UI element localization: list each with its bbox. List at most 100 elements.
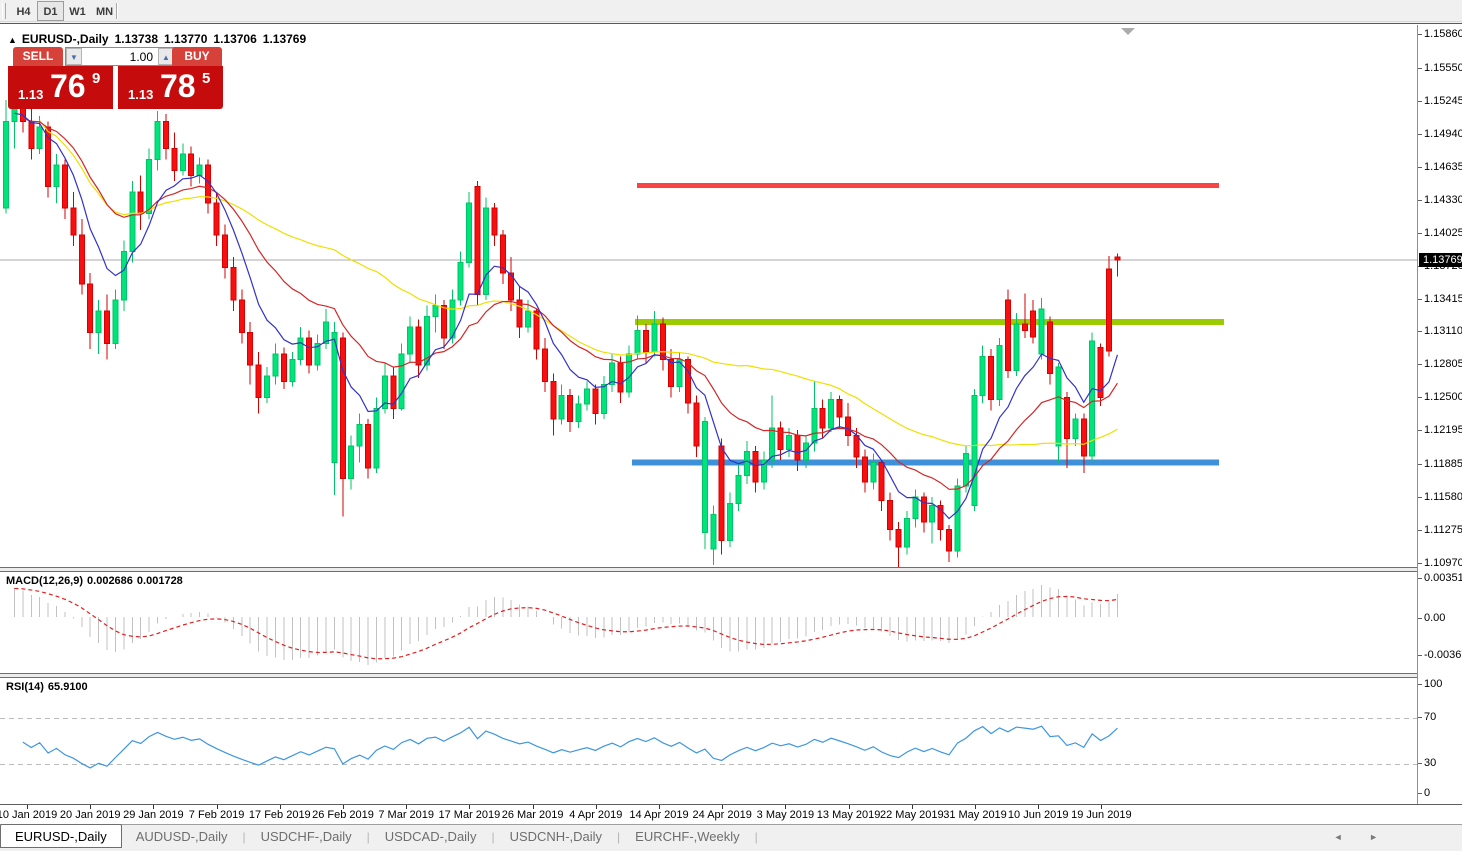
price-scale: 1.15860 1.15550 1.15245 1.14940 1.14635 1.143…	[1417, 25, 1462, 804]
macd-signal-value: 0.001728	[136, 575, 183, 587]
scale-tick	[1418, 397, 1422, 399]
date-label: 7 Mar 2019	[378, 809, 435, 821]
candlestick-chart	[0, 62, 1417, 567]
scale-tick	[1418, 133, 1422, 135]
date-label: 17 Mar 2019	[438, 809, 501, 821]
date-label: 17 Feb 2019	[248, 809, 311, 821]
scale-tick	[1418, 331, 1422, 333]
date-tick	[532, 805, 534, 809]
date-tick	[90, 805, 92, 809]
date-label: 20 Jan 2019	[59, 809, 121, 821]
scale-tick	[1418, 298, 1422, 300]
price-scale-label: 1.13415	[1424, 292, 1462, 305]
buy-price-tile[interactable]: 1.13 78 5	[118, 66, 223, 109]
date-tick	[1038, 805, 1040, 809]
timeframe-button-h4[interactable]: H4	[16, 6, 31, 18]
macd-scale-label: 0.003518	[1424, 572, 1462, 584]
date-label: 22 May 2019	[879, 809, 944, 821]
scale-tick	[1418, 684, 1422, 685]
price-scale-label: 1.11885	[1424, 458, 1462, 470]
date-label: 24 Apr 2019	[692, 809, 752, 821]
date-tick	[27, 805, 28, 809]
tab-usdcnh-daily[interactable]: USDCNH-,Daily	[509, 829, 603, 844]
date-tick	[343, 805, 344, 809]
rsi-scale-label: 100	[1424, 678, 1443, 690]
scale-tick	[1418, 100, 1422, 102]
price-scale-label: 1.12195	[1424, 424, 1462, 437]
price-scale-label: 1.11580	[1424, 491, 1462, 503]
buy-button[interactable]: BUY	[172, 47, 222, 66]
scale-tick	[1418, 530, 1422, 531]
chart-shift-marker-icon[interactable]	[1121, 28, 1135, 35]
price-scale-label: 1.12500	[1424, 391, 1462, 404]
tab-eurchf-weekly[interactable]: EURCHF-,Weekly	[635, 829, 740, 844]
tab-scroll-arrows[interactable]: ◄ ►	[1333, 832, 1390, 842]
scale-tick	[1418, 763, 1422, 764]
rsi-scale-label: 70	[1424, 711, 1437, 723]
rsi-scale-label: 0	[1424, 787, 1431, 799]
tab-separator: |	[617, 830, 621, 844]
toolbar-drag-handle[interactable]	[2, 3, 6, 19]
scale-tick	[1418, 563, 1422, 564]
sell-price-big: 76	[50, 68, 86, 104]
resistance-line-red[interactable]	[637, 182, 1219, 188]
scale-tick	[1418, 67, 1422, 69]
chart-window: ▲ EURUSD-,Daily 1.13738 1.13770 1.13706 1.137…	[0, 23, 1462, 851]
sell-price-tile[interactable]: 1.13 76 9	[8, 66, 113, 109]
volume-decrease-button[interactable]: ▼	[66, 48, 82, 65]
current-price-tag: 1.13769	[1419, 253, 1462, 268]
ma-fast-line	[14, 112, 1119, 520]
tab-eurusd-daily[interactable]: EURUSD-,Daily	[0, 824, 122, 848]
panel-divider[interactable]	[0, 567, 1462, 572]
price-scale-label: 1.14330	[1424, 193, 1462, 206]
timeframe-button-d1[interactable]: D1	[37, 1, 64, 21]
date-label: 10 Jan 2019	[0, 809, 58, 821]
date-tick	[153, 805, 155, 809]
price-scale-label: 1.14025	[1424, 226, 1462, 239]
timeframe-button-w1[interactable]: W1	[69, 6, 86, 18]
panel-divider[interactable]	[0, 673, 1462, 678]
macd-scale-label: -0.00367	[1424, 649, 1462, 661]
sell-price-pip: 9	[92, 70, 101, 87]
price-scale-label: 1.14635	[1424, 160, 1462, 173]
date-tick	[785, 805, 787, 809]
volume-stepper: ▼ ▲	[65, 47, 175, 66]
resistance-line-olive[interactable]	[635, 318, 1224, 325]
sell-button[interactable]: SELL	[13, 47, 63, 66]
price-scale-label: 1.12805	[1424, 358, 1462, 371]
symbol-tab-bar: EURUSD-,Daily AUDUSD-,Daily | USDCHF-,Daily…	[0, 824, 1462, 851]
buy-price-pip: 5	[202, 70, 211, 87]
date-label: 26 Feb 2019	[312, 809, 374, 821]
scale-tick	[1418, 430, 1422, 432]
scale-tick	[1418, 793, 1422, 794]
tab-usdchf-daily[interactable]: USDCHF-,Daily	[260, 829, 352, 844]
support-line-blue[interactable]	[632, 459, 1219, 466]
macd-label: MACD(12,26,9) 0.002686 0.001728	[6, 575, 183, 587]
date-label: 10 Jun 2019	[1007, 809, 1069, 821]
ohlc-close: 1.13769	[262, 32, 307, 46]
tab-audusd-daily[interactable]: AUDUSD-,Daily	[135, 829, 228, 844]
scale-tick	[1418, 166, 1422, 168]
date-label: 26 Mar 2019	[501, 809, 564, 821]
date-label: 29 Jan 2019	[123, 809, 184, 821]
scale-tick	[1418, 578, 1422, 579]
timeframe-button-mn[interactable]: MN	[95, 6, 114, 18]
rsi-line	[22, 725, 1118, 769]
macd-chart	[13, 585, 1118, 665]
date-tick	[975, 805, 976, 809]
date-tick	[1101, 805, 1103, 809]
date-label: 13 May 2019	[816, 809, 881, 821]
candles-group	[3, 62, 1121, 567]
date-label: 4 Apr 2019	[569, 809, 623, 821]
date-tick	[216, 805, 218, 809]
chart-symbol-label: EURUSD-,Daily	[21, 32, 109, 46]
scale-tick	[1418, 655, 1422, 656]
tab-usdcad-daily[interactable]: USDCAD-,Daily	[384, 829, 477, 844]
date-label: 14 Apr 2019	[629, 809, 689, 821]
price-scale-label: 1.13110	[1424, 325, 1462, 338]
date-tick	[406, 805, 408, 809]
price-scale-label: 1.11275	[1424, 524, 1462, 536]
volume-input[interactable]	[83, 48, 157, 65]
scale-tick	[1418, 497, 1422, 498]
